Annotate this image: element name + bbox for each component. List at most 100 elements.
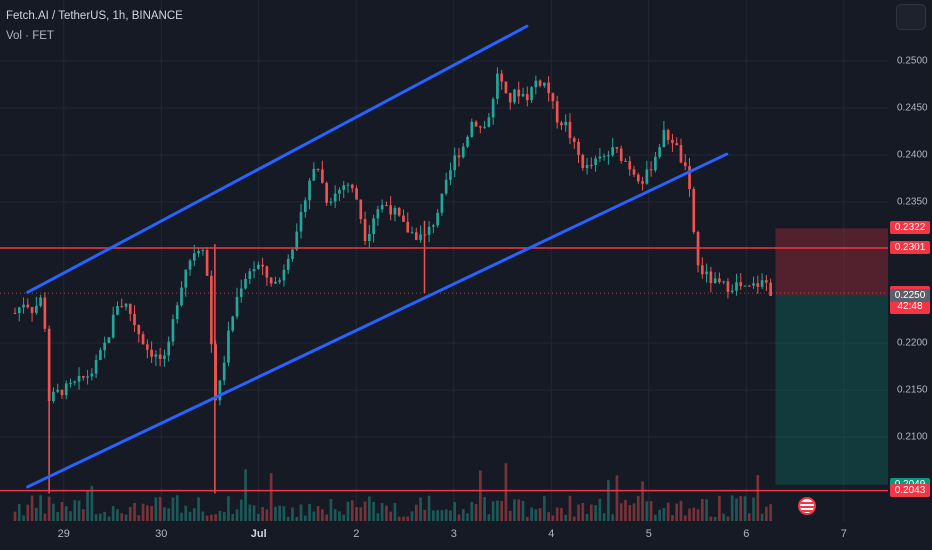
volume-bar <box>479 470 482 521</box>
volume-bar <box>235 509 239 521</box>
candle <box>525 94 529 101</box>
candle <box>380 205 384 210</box>
candle <box>671 139 674 144</box>
volume-bar <box>551 515 555 521</box>
candle <box>13 312 17 314</box>
volume-bar <box>636 495 640 521</box>
candle <box>534 80 538 88</box>
price-label-value: 0.2322 <box>894 222 926 234</box>
volume-bar <box>641 481 644 521</box>
volume-bar <box>402 516 405 521</box>
candle <box>555 101 559 123</box>
candle <box>718 278 721 283</box>
volume-bar <box>171 497 175 521</box>
volume-bar <box>645 501 649 521</box>
volume-indicator-label[interactable]: Vol · FET <box>6 30 54 42</box>
volume-bar <box>658 509 661 521</box>
volume-bar <box>116 509 119 521</box>
candle <box>666 130 670 140</box>
candle <box>752 283 755 286</box>
volume-bar <box>389 511 393 521</box>
candle <box>572 138 576 142</box>
volume-bar <box>508 510 512 521</box>
volume-bar <box>444 509 448 521</box>
candle <box>22 304 25 308</box>
volume-bar <box>39 495 42 521</box>
candle <box>81 376 85 378</box>
candle <box>743 285 747 287</box>
volume-bar <box>350 500 354 521</box>
candle <box>154 354 158 357</box>
volume-bar <box>26 504 30 521</box>
volume-bar <box>538 508 542 521</box>
candle <box>107 337 111 343</box>
candle <box>521 94 525 97</box>
volume-bar <box>602 513 606 521</box>
volume-bar <box>457 514 461 521</box>
candle <box>312 168 316 181</box>
reward-zone <box>775 296 888 485</box>
menu-icon[interactable] <box>896 4 926 30</box>
candle <box>598 156 602 159</box>
candle <box>730 290 734 292</box>
volume-bar <box>453 501 457 521</box>
volume-bar <box>312 511 316 521</box>
price-label-value: 0.2301 <box>894 242 926 254</box>
volume-bar <box>491 501 495 521</box>
y-tick-label: 0.2200 <box>897 337 928 349</box>
volume-bar <box>769 504 772 521</box>
candle <box>530 87 533 101</box>
candle <box>252 268 256 272</box>
candle <box>372 218 375 235</box>
volume-bar <box>756 474 760 521</box>
price-label-value: 0.2250 <box>894 290 926 301</box>
volume-bar <box>739 496 743 521</box>
candle <box>453 155 457 171</box>
volume-bar <box>555 507 559 521</box>
candle <box>500 73 503 82</box>
volume-bar <box>449 510 452 521</box>
volume-bar <box>141 503 145 521</box>
volume-bar <box>397 516 401 521</box>
volume-bar <box>22 515 25 521</box>
volume-bar <box>436 510 439 521</box>
candle <box>457 155 461 158</box>
symbol-title[interactable]: Fetch.AI / TetherUS, 1h, BINANCE <box>6 10 183 22</box>
volume-bar <box>376 513 380 521</box>
candle <box>636 174 640 182</box>
volume-bar <box>158 496 162 521</box>
volume-bar <box>632 503 636 521</box>
volume-bar <box>325 514 328 521</box>
volume-bar <box>427 495 431 521</box>
volume-bar <box>368 496 371 521</box>
candle <box>402 215 405 222</box>
volume-bar <box>406 516 410 521</box>
candle <box>397 207 401 216</box>
candle <box>385 205 388 207</box>
candle <box>90 373 94 377</box>
candle <box>705 271 708 275</box>
candle <box>69 382 72 384</box>
price-label: 0.2322 <box>890 221 930 235</box>
volume-bar <box>572 516 576 521</box>
volume-bar <box>500 501 503 521</box>
volume-bar <box>137 515 141 521</box>
volume-bar <box>77 500 81 521</box>
candle <box>624 160 627 162</box>
candle <box>427 226 431 235</box>
candle <box>128 303 132 314</box>
volume-bar <box>483 496 486 521</box>
candle <box>547 82 550 94</box>
candle <box>479 126 482 128</box>
volume-bar <box>56 512 60 521</box>
candle <box>303 200 307 212</box>
candle <box>184 269 188 288</box>
x-tick-label: 6 <box>743 528 750 540</box>
us-flag-icon[interactable] <box>798 497 816 515</box>
candle <box>466 136 469 147</box>
candle <box>517 89 521 97</box>
candle <box>688 166 691 190</box>
volume-bar <box>286 516 290 521</box>
volume-bar <box>316 506 320 521</box>
